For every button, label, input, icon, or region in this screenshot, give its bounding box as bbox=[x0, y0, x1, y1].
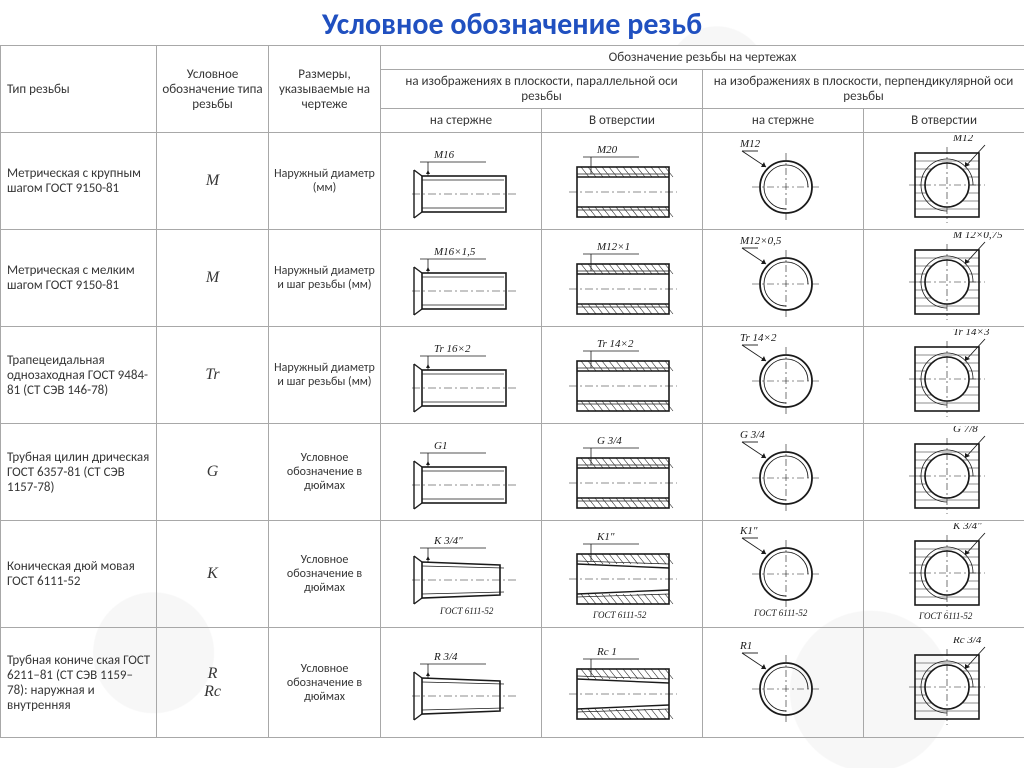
cell-fig-hole-end: Rc 3/4 bbox=[864, 628, 1024, 738]
svg-text:М12×0,5: М12×0,5 bbox=[739, 235, 782, 247]
cell-dim: Наружный диаметр и шаг резьбы (мм) bbox=[269, 230, 381, 327]
svg-text:Tr 16×2: Tr 16×2 bbox=[434, 343, 471, 355]
table-row: Метрическая с мелким шагом ГОСТ 9150-81 … bbox=[1, 230, 1024, 327]
svg-text:М16: М16 bbox=[433, 149, 455, 161]
table-row: Метрическая с крупным шагом ГОСТ 9150-81… bbox=[1, 133, 1024, 230]
svg-text:R 3/4: R 3/4 bbox=[433, 651, 458, 663]
svg-text:K1": K1" bbox=[739, 525, 758, 537]
cell-fig-hole-end: K 3/4" ГОСТ 6111-52 bbox=[864, 521, 1024, 628]
cell-symbol: M bbox=[157, 230, 269, 327]
cell-fig-shaft-end: R1 bbox=[703, 628, 864, 738]
cell-fig-hole-side: М12×1 bbox=[542, 230, 703, 327]
cell-fig-hole-side: Rc 1 bbox=[542, 628, 703, 738]
cell-fig-shaft-side: G1 bbox=[381, 424, 542, 521]
cell-symbol: M bbox=[157, 133, 269, 230]
svg-text:ГОСТ 6111-52: ГОСТ 6111-52 bbox=[918, 611, 973, 621]
svg-text:G 7/8: G 7/8 bbox=[953, 426, 978, 435]
cell-dim: Наружный диаметр (мм) bbox=[269, 133, 381, 230]
cell-dim: Условное обозначение в дюймах bbox=[269, 521, 381, 628]
cell-fig-shaft-end: М12×0,5 bbox=[703, 230, 864, 327]
svg-text:ГОСТ 6111-52: ГОСТ 6111-52 bbox=[439, 606, 494, 616]
header-hole-1: В отверстии bbox=[542, 109, 703, 133]
svg-text:М12×1: М12×1 bbox=[596, 241, 630, 253]
header-hole-2: В отверстии bbox=[864, 109, 1024, 133]
page-title: Условное обозначение резьб bbox=[0, 0, 1024, 45]
cell-symbol: K bbox=[157, 521, 269, 628]
svg-text:G 3/4: G 3/4 bbox=[740, 429, 765, 441]
svg-text:М 12×0,75: М 12×0,75 bbox=[952, 232, 1003, 241]
svg-text:Rc 3/4: Rc 3/4 bbox=[952, 637, 982, 646]
svg-text:K 3/4": K 3/4" bbox=[952, 523, 982, 532]
svg-text:G1: G1 bbox=[434, 440, 447, 452]
table-row: Трубная кониче ская ГОСТ 6211–81 (СТ СЭВ… bbox=[1, 628, 1024, 738]
cell-type: Метрическая с мелким шагом ГОСТ 9150-81 bbox=[1, 230, 157, 327]
header-type: Тип резьбы bbox=[1, 46, 157, 133]
svg-text:М16×1,5: М16×1,5 bbox=[433, 246, 476, 258]
header-parallel: на изображениях в плоскости, параллельно… bbox=[381, 70, 703, 109]
cell-dim: Наружный диаметр и шаг резьбы (мм) bbox=[269, 327, 381, 424]
svg-text:K 3/4": K 3/4" bbox=[433, 535, 463, 547]
cell-type: Трапецеидальная однозаходная ГОСТ 9484-8… bbox=[1, 327, 157, 424]
header-main: Обозначение резьбы на чертежах bbox=[381, 46, 1024, 70]
cell-type: Трубная кониче ская ГОСТ 6211–81 (СТ СЭВ… bbox=[1, 628, 157, 738]
cell-fig-shaft-end: Tr 14×2 bbox=[703, 327, 864, 424]
svg-text:Rc 1: Rc 1 bbox=[596, 646, 617, 658]
svg-text:K1": K1" bbox=[596, 531, 615, 543]
svg-text:М20: М20 bbox=[596, 144, 618, 156]
svg-text:R1: R1 bbox=[739, 640, 752, 652]
cell-symbol: Tr bbox=[157, 327, 269, 424]
svg-text:ГОСТ 6111-52: ГОСТ 6111-52 bbox=[753, 608, 808, 618]
header-symbol: Условное обозначение типа резьбы bbox=[157, 46, 269, 133]
svg-text:М12: М12 bbox=[739, 138, 761, 150]
header-shaft-2: на стержне bbox=[703, 109, 864, 133]
header-shaft-1: на стержне bbox=[381, 109, 542, 133]
svg-text:ГОСТ 6111-52: ГОСТ 6111-52 bbox=[592, 610, 647, 620]
table-row: Трубная цилин дрическая ГОСТ 6357-81 (СТ… bbox=[1, 424, 1024, 521]
svg-text:М12: М12 bbox=[952, 135, 974, 144]
svg-text:G 3/4: G 3/4 bbox=[597, 435, 622, 447]
cell-fig-shaft-side: М16 bbox=[381, 133, 542, 230]
table-row: Трапецеидальная однозаходная ГОСТ 9484-8… bbox=[1, 327, 1024, 424]
cell-fig-hole-side: K1" ГОСТ 6111-52 bbox=[542, 521, 703, 628]
cell-fig-shaft-end: K1" ГОСТ 6111-52 bbox=[703, 521, 864, 628]
cell-fig-shaft-side: М16×1,5 bbox=[381, 230, 542, 327]
svg-text:Tr 14×3: Tr 14×3 bbox=[953, 329, 990, 338]
header-perp: на изображениях в плоскости, перпендикул… bbox=[703, 70, 1024, 109]
cell-type: Коническая дюй мовая ГОСТ 6111-52 bbox=[1, 521, 157, 628]
cell-symbol: RRc bbox=[157, 628, 269, 738]
table-row: Коническая дюй мовая ГОСТ 6111-52 K Усло… bbox=[1, 521, 1024, 628]
cell-dim: Условное обозначение в дюймах bbox=[269, 628, 381, 738]
cell-fig-hole-side: Tr 14×2 bbox=[542, 327, 703, 424]
cell-fig-shaft-side: Tr 16×2 bbox=[381, 327, 542, 424]
cell-fig-hole-end: М 12×0,75 bbox=[864, 230, 1024, 327]
header-dim: Размеры, указываемые на чертеже bbox=[269, 46, 381, 133]
cell-fig-hole-side: М20 bbox=[542, 133, 703, 230]
svg-text:Tr 14×2: Tr 14×2 bbox=[740, 332, 777, 344]
cell-fig-hole-end: Tr 14×3 bbox=[864, 327, 1024, 424]
cell-fig-hole-end: М12 bbox=[864, 133, 1024, 230]
cell-fig-hole-end: G 7/8 bbox=[864, 424, 1024, 521]
cell-symbol: G bbox=[157, 424, 269, 521]
cell-fig-shaft-side: R 3/4 bbox=[381, 628, 542, 738]
cell-fig-hole-side: G 3/4 bbox=[542, 424, 703, 521]
cell-type: Трубная цилин дрическая ГОСТ 6357-81 (СТ… bbox=[1, 424, 157, 521]
cell-fig-shaft-end: М12 bbox=[703, 133, 864, 230]
cell-fig-shaft-end: G 3/4 bbox=[703, 424, 864, 521]
svg-text:Tr 14×2: Tr 14×2 bbox=[597, 338, 634, 350]
cell-fig-shaft-side: K 3/4" ГОСТ 6111-52 bbox=[381, 521, 542, 628]
cell-type: Метрическая с крупным шагом ГОСТ 9150-81 bbox=[1, 133, 157, 230]
thread-table: Тип резьбы Условное обозначение типа рез… bbox=[0, 45, 1024, 738]
cell-dim: Условное обозначение в дюймах bbox=[269, 424, 381, 521]
